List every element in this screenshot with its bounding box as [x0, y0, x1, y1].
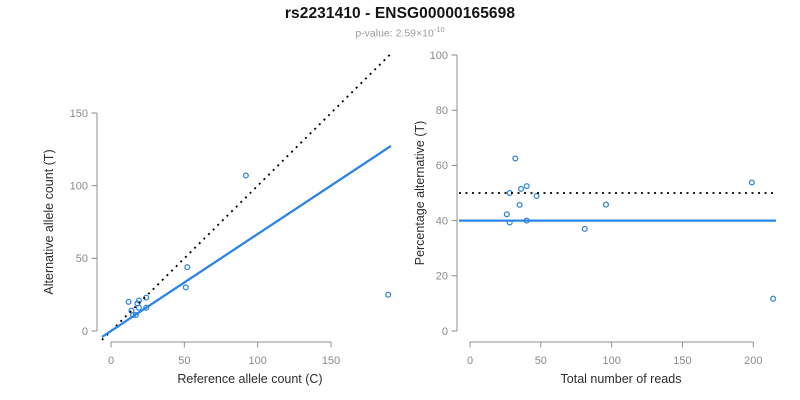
p-value-exponent: -10 [433, 24, 445, 34]
x-tick-label: 50 [535, 355, 547, 367]
y-tick-label: 0 [82, 326, 88, 338]
data-point [242, 172, 249, 179]
y-tick-label: 20 [436, 271, 448, 283]
data-point [516, 201, 523, 208]
data-point [770, 295, 777, 302]
y-tick-label: 40 [436, 215, 448, 227]
data-point [517, 185, 525, 192]
figure-header: rs2231410 - ENSG00000165698 p-value: 2.5… [0, 5, 800, 39]
y-tick-label: 50 [76, 253, 88, 265]
data-point [125, 298, 132, 305]
data-point [184, 264, 191, 271]
x-tick-label: 0 [467, 355, 473, 367]
x-tick-label: 0 [108, 355, 114, 367]
fit-line [101, 144, 392, 338]
data-point [385, 291, 392, 298]
x-axis-title: Total number of reads [561, 372, 682, 386]
x-tick-label: 150 [673, 355, 691, 367]
data-point [581, 225, 588, 232]
x-tick-label: 100 [248, 355, 266, 367]
identity-line [101, 53, 392, 341]
y-tick-label: 60 [436, 160, 448, 172]
y-axis-title: Percentage alternative (T) [413, 121, 427, 266]
p-value-label: p-value: 2.59×10-10 [0, 24, 800, 40]
y-tick-label: 0 [442, 326, 448, 338]
y-tick-label: 100 [70, 180, 88, 192]
y-tick-label: 100 [430, 50, 448, 62]
x-axis-title: Reference allele count (C) [177, 372, 322, 386]
x-tick-label: 50 [178, 355, 190, 367]
figure-title: rs2231410 - ENSG00000165698 [284, 5, 516, 22]
data-point [503, 211, 510, 218]
data-point [523, 183, 530, 190]
data-point [135, 304, 142, 311]
data-point [143, 304, 150, 311]
x-tick-label: 100 [602, 355, 620, 367]
y-tick-label: 80 [436, 105, 448, 117]
percentage-vs-depth-panel: 0 20 40 60 80 100 0 50 100 150 200 Total number of … [413, 50, 777, 386]
data-point [512, 155, 519, 162]
y-tick-label: 150 [70, 108, 88, 120]
x-tick-label: 150 [322, 355, 340, 367]
data-point [748, 179, 755, 186]
data-point [533, 192, 540, 200]
p-value-text: p-value: 2.59×10 [355, 27, 434, 40]
x-tick-label: 200 [744, 355, 762, 367]
y-axis-title: Alternative allele count (T) [42, 149, 56, 294]
data-point [182, 284, 189, 291]
data-point [602, 201, 610, 208]
